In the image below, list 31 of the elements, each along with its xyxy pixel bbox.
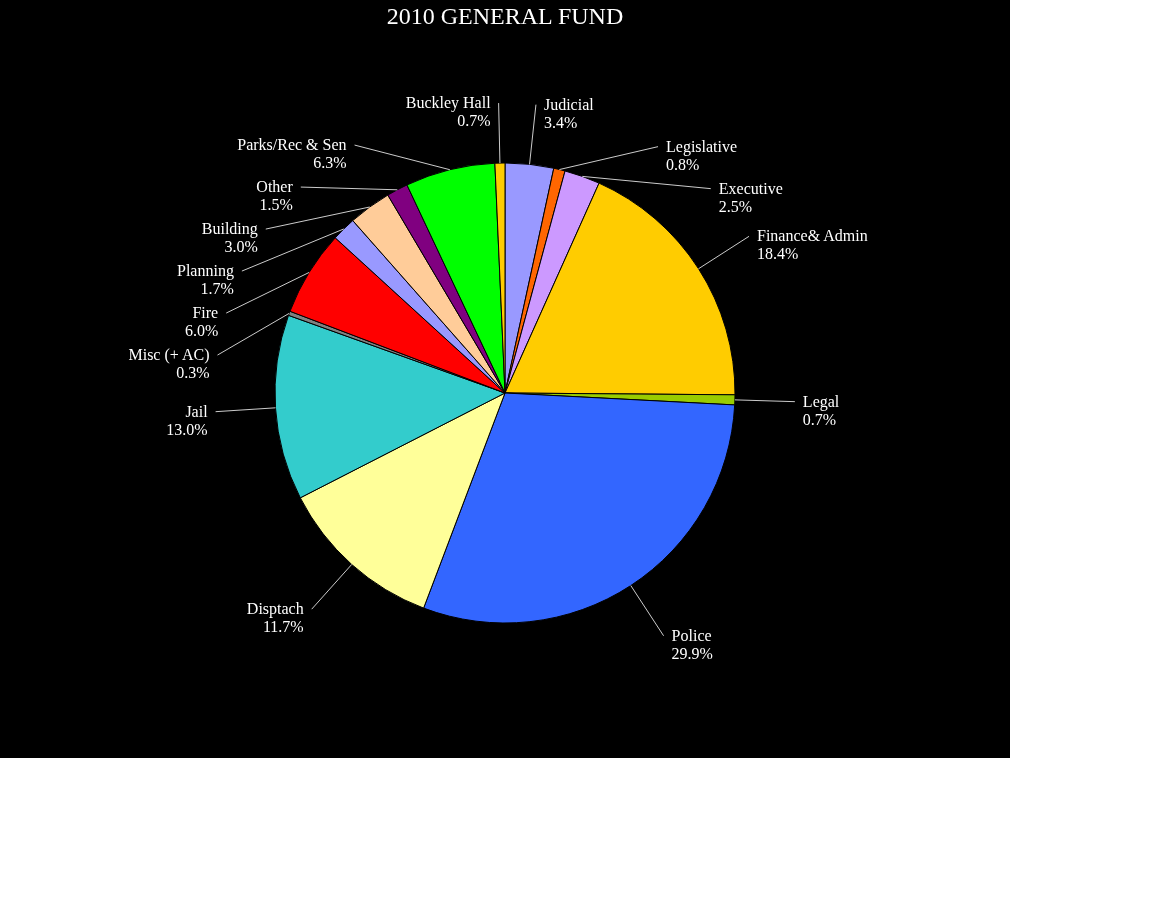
slice-label: Planning: [176, 262, 234, 281]
data-label: 0.7%: [457, 112, 491, 130]
slice-label: Legal: [802, 392, 840, 411]
data-label: 18.4%: [757, 245, 799, 263]
slice-label: Fire: [192, 304, 219, 322]
slice-label: Police: [671, 626, 712, 644]
data-label: 0.7%: [802, 410, 837, 428]
data-label: 1.5%: [259, 196, 293, 214]
slice-label: Parks/Rec & Sen: [237, 136, 347, 154]
slice-label: Jail: [185, 402, 209, 420]
data-label: 29.9%: [671, 644, 713, 662]
data-label: 0.3%: [176, 364, 210, 382]
data-label: 0.8%: [666, 155, 700, 173]
slice-label: Disptach: [246, 600, 304, 619]
chart-title: 2010 GENERAL FUND: [386, 3, 624, 29]
data-label: 2.5%: [718, 197, 753, 215]
slice-label: Building: [201, 220, 258, 239]
data-label: 11.7%: [262, 618, 304, 636]
data-label: 13.0%: [166, 420, 208, 438]
slice-label: Other: [256, 178, 294, 196]
slice-label: Legislative: [666, 137, 738, 156]
data-label: 3.0%: [224, 238, 258, 256]
slice-label: Misc (+ AC): [128, 346, 210, 365]
slice-label: Executive: [718, 179, 783, 197]
data-label: 1.7%: [200, 280, 234, 298]
data-label: 3.4%: [543, 113, 578, 131]
slice-label: Finance& Admin: [757, 227, 868, 245]
data-label: 6.3%: [313, 154, 347, 172]
slice-label: Buckley Hall: [405, 94, 492, 113]
slice-label: Judicial: [543, 95, 595, 113]
data-label: 6.0%: [184, 322, 219, 340]
